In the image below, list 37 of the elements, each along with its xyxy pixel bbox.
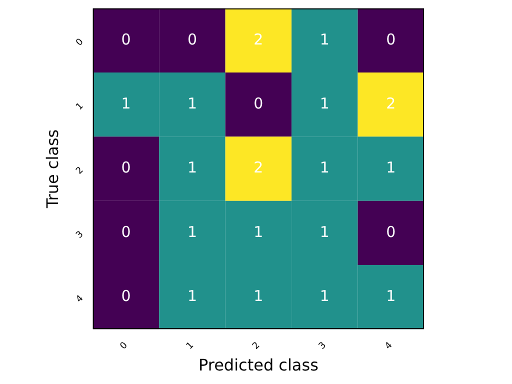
data-label: 2 [254,158,264,177]
data-label: 2 [386,94,396,113]
data-label: 0 [121,222,131,241]
x-tick-label: 2 [251,340,262,352]
data-label: 1 [187,286,197,305]
y-tick-label: 0 [74,36,86,48]
data-label: 0 [121,158,131,177]
data-label: 1 [320,286,330,305]
data-label: 1 [386,286,396,305]
x-axis-title: Predicted class [198,356,318,375]
data-label: 1 [320,30,330,48]
data-label: 0 [386,222,396,241]
y-tick-label: 4 [74,294,86,305]
data-label: 1 [254,222,264,241]
data-label: 1 [187,158,197,177]
x-tick-label: 0 [118,340,130,352]
data-label: 1 [121,94,131,113]
x-tick-label: 1 [184,340,196,352]
data-label: 0 [254,94,264,113]
data-label: 0 [121,286,131,305]
y-tick-label: 3 [74,230,86,241]
data-label: 1 [320,222,330,241]
data-label: 0 [121,30,131,48]
data-label: 1 [320,158,330,177]
data-label: 2 [254,30,264,48]
y-axis-title: True class [42,129,62,210]
data-label: 1 [320,94,330,113]
data-label: 1 [254,286,264,305]
data-label: 0 [187,30,197,48]
data-label: 1 [187,94,197,113]
data-label: 1 [187,222,197,241]
data-label: 0 [386,30,396,48]
y-tick-label: 1 [74,101,86,112]
data-label: 1 [386,158,396,177]
x-tick-label: 4 [384,340,395,352]
x-tick-label: 3 [317,340,328,352]
y-tick-label: 2 [74,165,86,177]
